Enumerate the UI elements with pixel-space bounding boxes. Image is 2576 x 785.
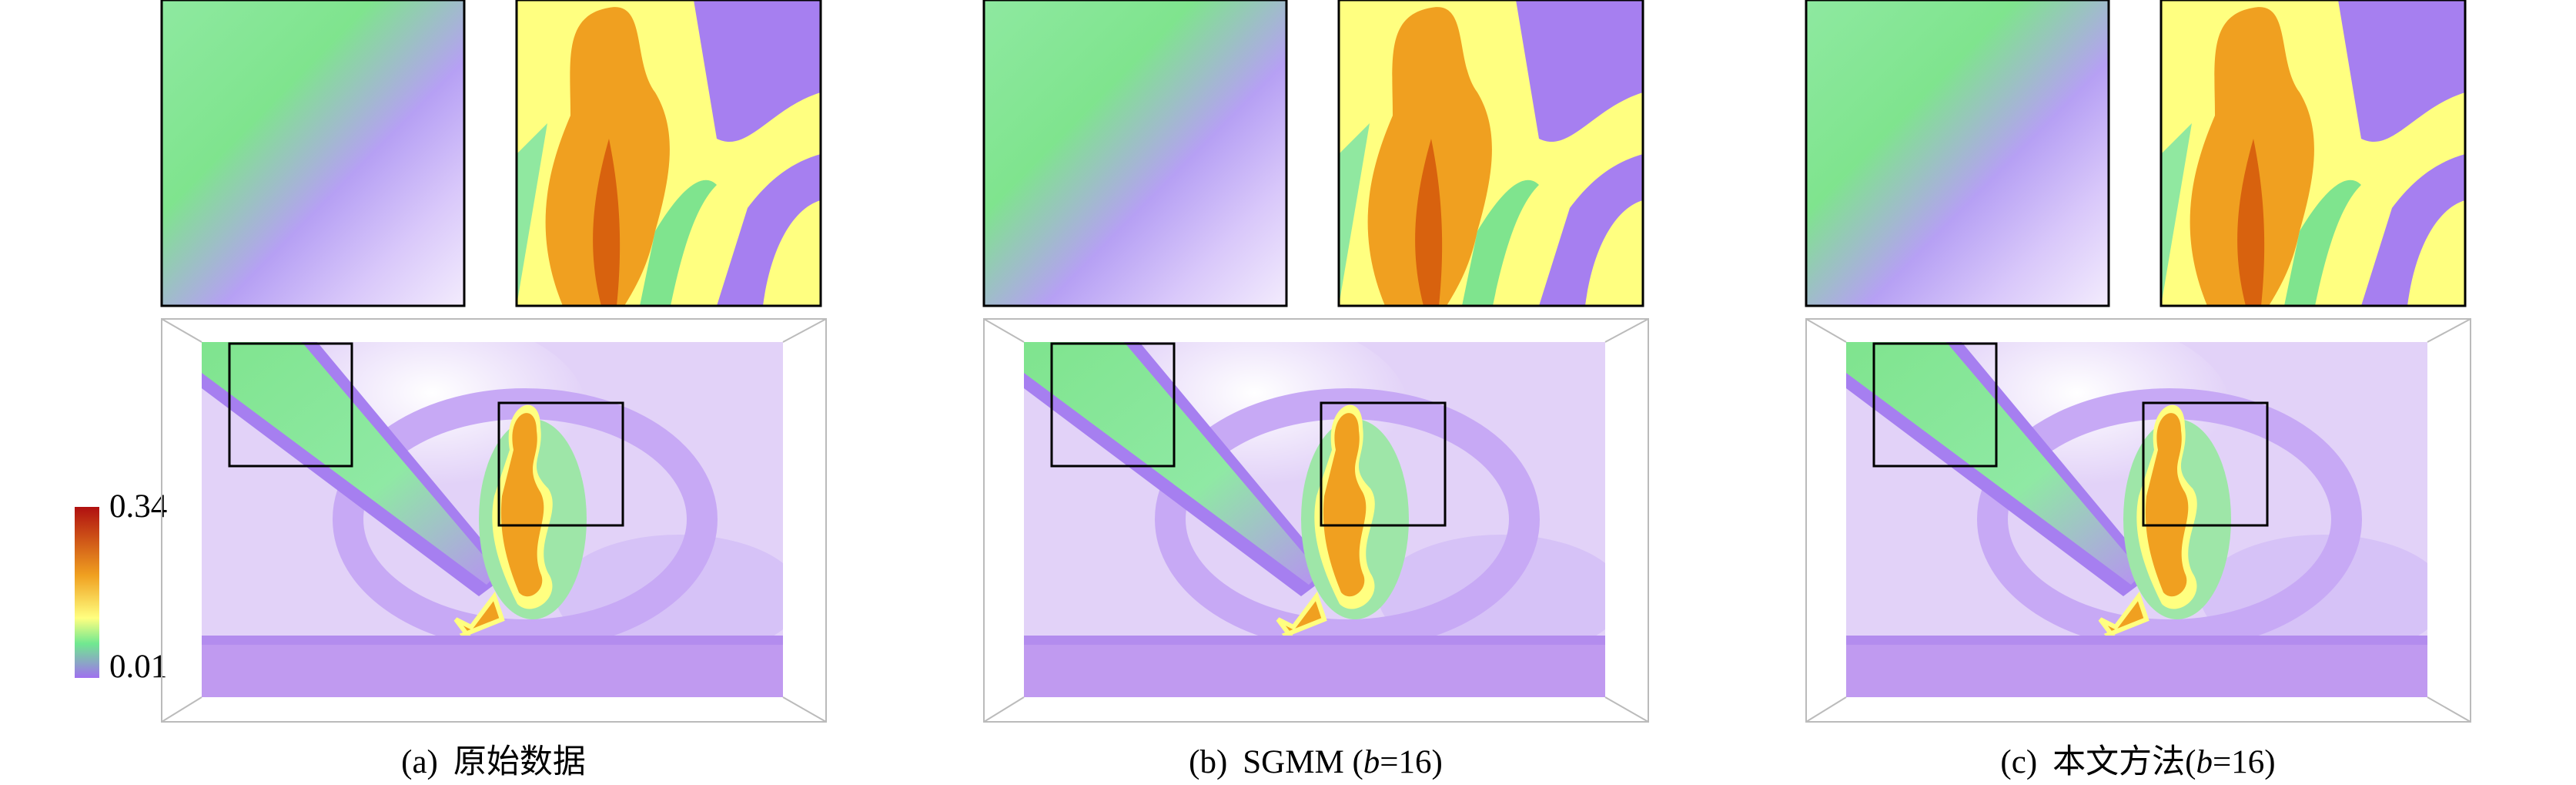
box-edge: [1604, 318, 1649, 343]
box-edge: [983, 696, 1025, 723]
caption: (a) 原始数据: [401, 744, 586, 780]
caption-label: (b): [1189, 744, 1227, 780]
box-edge: [2427, 318, 2471, 343]
panel: (a) 原始数据: [160, 0, 827, 780]
bounding-box: [161, 318, 827, 723]
zoom-box: [1050, 342, 1176, 468]
caption-text: SGMM (: [1243, 744, 1363, 780]
box-edge: [1805, 696, 1847, 723]
caption-text: 原始数据: [453, 744, 586, 780]
box-edge: [782, 696, 827, 723]
caption-text: b: [2196, 744, 2213, 780]
volume-render: [202, 319, 802, 697]
volume-render: [1024, 319, 1624, 697]
panel: (c) 本文方法(b=16): [1805, 0, 2471, 780]
inset-left: [1805, 0, 2110, 307]
caption-label: (a): [401, 744, 438, 780]
colorbar: [75, 507, 99, 678]
caption-text: =16): [2213, 744, 2276, 780]
inset-right: [2161, 0, 2465, 306]
zoom-box: [497, 401, 624, 527]
bounding-box: [983, 318, 1649, 723]
inset-left: [160, 0, 466, 307]
caption-text: 本文方法(: [2052, 743, 2196, 780]
bounding-box: [1805, 318, 2471, 723]
caption: (c) 本文方法(b=16): [2000, 743, 2275, 780]
box-edge: [2427, 696, 2471, 723]
box-edge: [782, 318, 827, 343]
caption-label: (c): [2000, 744, 2037, 780]
panel: (b) SGMM (b=16): [982, 0, 1649, 780]
zoom-box: [1320, 401, 1447, 527]
inset-left: [982, 0, 1288, 307]
inset-frame: [1337, 0, 1644, 307]
caption-text: =16): [1380, 744, 1443, 780]
volume-render: [1846, 319, 2447, 697]
colorbar-label: 0.34: [109, 488, 167, 525]
box-edge: [983, 318, 1025, 343]
zoom-box: [2142, 401, 2269, 527]
inset-right: [1339, 0, 1643, 306]
caption: (b) SGMM (b=16): [1189, 744, 1443, 780]
caption-text: b: [1363, 744, 1380, 780]
zoom-box: [228, 342, 353, 468]
box-edge: [1805, 318, 1847, 343]
zoom-box: [1872, 342, 1998, 468]
box-edge: [1604, 696, 1649, 723]
colorbar-label: 0.01: [109, 649, 167, 685]
box-edge: [161, 318, 202, 343]
inset-right: [517, 0, 821, 306]
inset-frame: [515, 0, 822, 307]
inset-frame: [2159, 0, 2467, 307]
box-edge: [161, 696, 202, 723]
